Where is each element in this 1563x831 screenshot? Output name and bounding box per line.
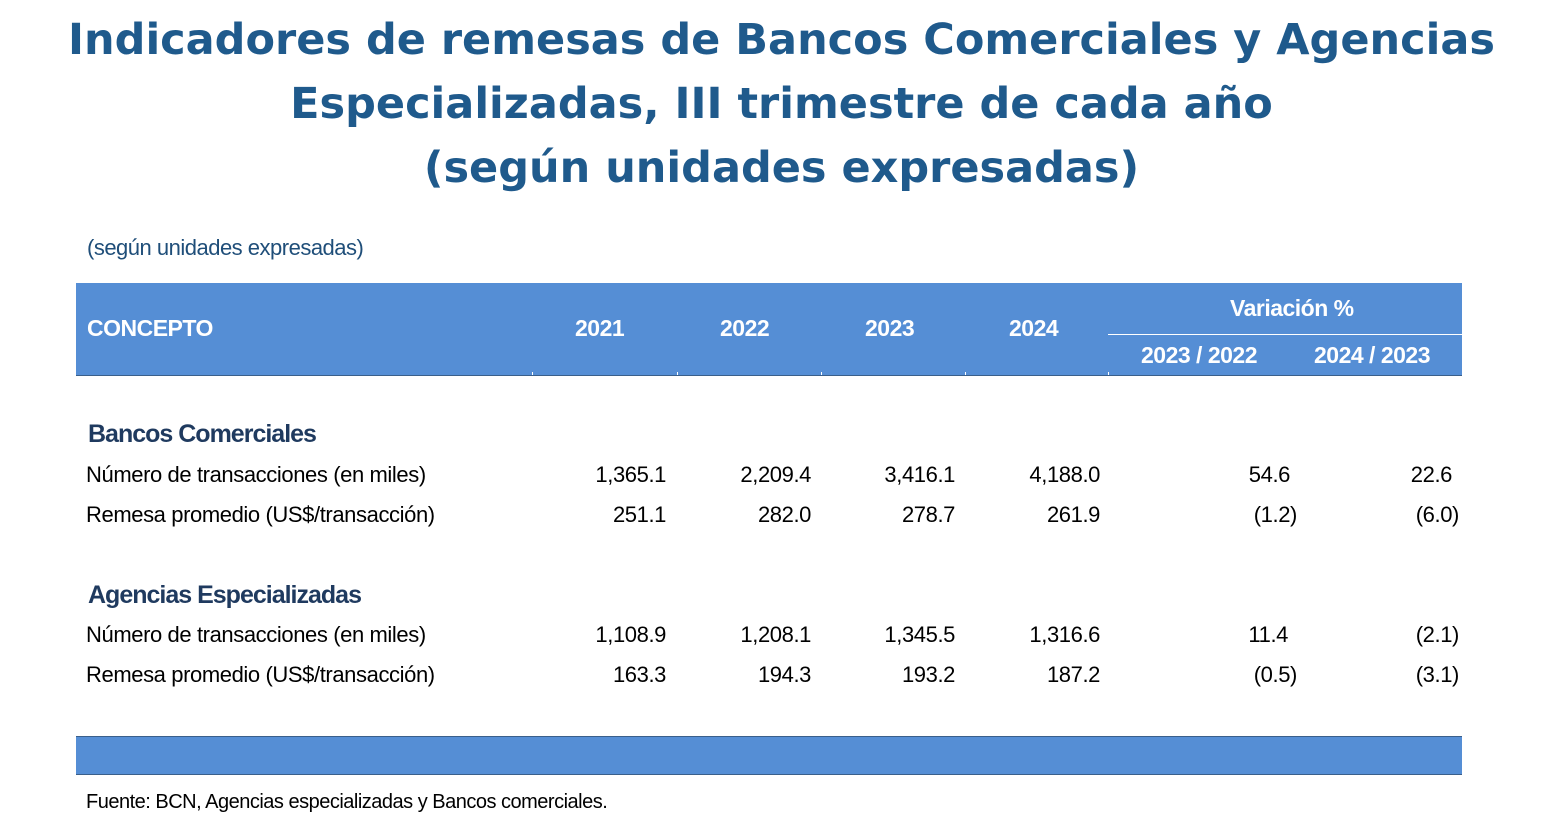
cell-value: 163.3 <box>612 662 666 687</box>
cell-variation: (6.0) <box>1415 502 1460 527</box>
cell-variation: (0.5) <box>1253 662 1298 687</box>
cell-value: 282.0 <box>757 502 811 527</box>
row-label: Número de transacciones (en miles) <box>86 462 426 487</box>
table-row: Número de transacciones (en miles) 1,108… <box>0 622 1563 652</box>
cell-variation: (1.2) <box>1253 502 1298 527</box>
cell-value: 194.3 <box>757 662 811 687</box>
units-note: (según unidades expresadas) <box>87 235 364 260</box>
header-divider <box>532 372 533 375</box>
cell-value: 278.7 <box>901 502 955 527</box>
cell-value: 1,316.6 <box>1029 622 1100 647</box>
header-year-2021: 2021 <box>575 315 625 341</box>
header-variation-2023-2022: 2023 / 2022 <box>1141 342 1258 368</box>
cell-value: 187.2 <box>1046 662 1100 687</box>
header-concept: CONCEPTO <box>87 315 213 341</box>
header-year-2023: 2023 <box>865 315 915 341</box>
cell-variation: (3.1) <box>1415 662 1460 687</box>
cell-value: 1,345.5 <box>884 622 955 647</box>
header-variation-2024-2023: 2024 / 2023 <box>1314 342 1431 368</box>
source-note: Fuente: BCN, Agencias especializadas y B… <box>86 791 608 813</box>
header-variation-title: Variación % <box>1230 295 1354 321</box>
cell-value: 261.9 <box>1046 502 1100 527</box>
page-title: Indicadores de remesas de Bancos Comerci… <box>0 8 1563 200</box>
header-variation-rule <box>1108 334 1462 335</box>
row-label: Remesa promedio (US$/transacción) <box>86 662 435 687</box>
table-footer-bar <box>76 736 1462 775</box>
cell-value: 251.1 <box>612 502 666 527</box>
row-label: Número de transacciones (en miles) <box>86 622 426 647</box>
title-line-1: Indicadores de remesas de Bancos Comerci… <box>68 15 1495 65</box>
header-divider <box>821 372 822 375</box>
cell-variation: 11.4 <box>1248 622 1288 647</box>
section-title-bancos: Bancos Comerciales <box>88 420 317 448</box>
cell-value: 1,365.1 <box>595 462 666 487</box>
cell-variation: 54.6 <box>1248 462 1291 487</box>
cell-value: 4,188.0 <box>1029 462 1100 487</box>
row-label: Remesa promedio (US$/transacción) <box>86 502 435 527</box>
table-row: Remesa promedio (US$/transacción) 163.3 … <box>0 662 1563 692</box>
title-line-3: (según unidades expresadas) <box>423 143 1140 193</box>
header-year-2024: 2024 <box>1009 315 1059 341</box>
table-row: Número de transacciones (en miles) 1,365… <box>0 462 1563 492</box>
cell-value: 193.2 <box>901 662 955 687</box>
cell-value: 3,416.1 <box>884 462 955 487</box>
cell-value: 1,108.9 <box>595 622 666 647</box>
header-year-2022: 2022 <box>720 315 770 341</box>
cell-value: 1,208.1 <box>740 622 811 647</box>
section-title-agencias: Agencias Especializadas <box>88 581 362 609</box>
header-divider <box>677 372 678 375</box>
header-divider <box>1108 372 1109 375</box>
table-header: CONCEPTO 2021 2022 2023 2024 Variación %… <box>76 283 1462 376</box>
cell-value: 2,209.4 <box>740 462 811 487</box>
title-line-2: Especializadas, III trimestre de cada añ… <box>290 79 1273 129</box>
table-row: Remesa promedio (US$/transacción) 251.1 … <box>0 502 1563 532</box>
header-divider <box>965 372 966 375</box>
cell-variation: (2.1) <box>1415 622 1460 647</box>
cell-variation: 22.6 <box>1410 462 1453 487</box>
